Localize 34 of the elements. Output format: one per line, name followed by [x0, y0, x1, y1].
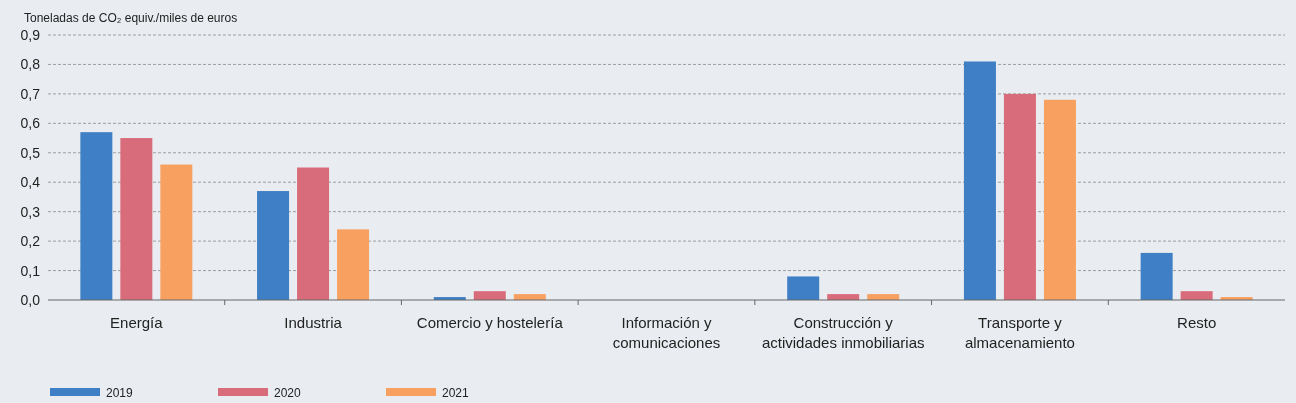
- y-tick-label: 0,4: [20, 174, 41, 191]
- bar: [1180, 291, 1213, 300]
- bar: [257, 191, 290, 300]
- bar: [963, 61, 996, 300]
- y-axis-title: Toneladas de CO₂ equiv./miles de euros: [24, 11, 238, 25]
- x-tick-label: Transporte y almacenamiento: [964, 314, 1075, 351]
- x-tick-label: Construcción y actividades inmobiliarias: [761, 314, 925, 351]
- bar: [160, 164, 193, 300]
- x-tick-label: Industria: [284, 314, 343, 331]
- y-tick-label: 0,6: [20, 115, 41, 132]
- x-tick-label: Información y comunicaciones: [612, 314, 721, 351]
- bar: [120, 138, 153, 300]
- y-tick-label: 0,9: [20, 26, 41, 43]
- legend-label: 2021: [442, 386, 470, 400]
- bar: [787, 276, 820, 300]
- bar: [337, 229, 370, 300]
- y-tick-label: 0,5: [20, 144, 41, 161]
- y-tick-label: 0,1: [20, 262, 41, 279]
- bar: [473, 291, 506, 300]
- bar: [1043, 99, 1076, 300]
- y-tick-label: 0,8: [20, 56, 41, 73]
- y-tick-label: 0,3: [20, 203, 41, 220]
- legend-label: 2020: [274, 386, 302, 400]
- bar: [80, 132, 113, 300]
- y-tick-label: 0,2: [20, 233, 41, 250]
- y-tick-label: 0,0: [20, 291, 41, 308]
- bar: [1140, 252, 1173, 300]
- x-tick-label: Resto: [1177, 314, 1217, 331]
- x-tick-label: Energía: [110, 314, 164, 331]
- legend-label: 2019: [106, 386, 134, 400]
- bar: [1003, 93, 1036, 300]
- y-tick-label: 0,7: [20, 85, 41, 102]
- bar: [297, 167, 330, 300]
- x-tick-label: Comercio y hostelería: [416, 314, 564, 331]
